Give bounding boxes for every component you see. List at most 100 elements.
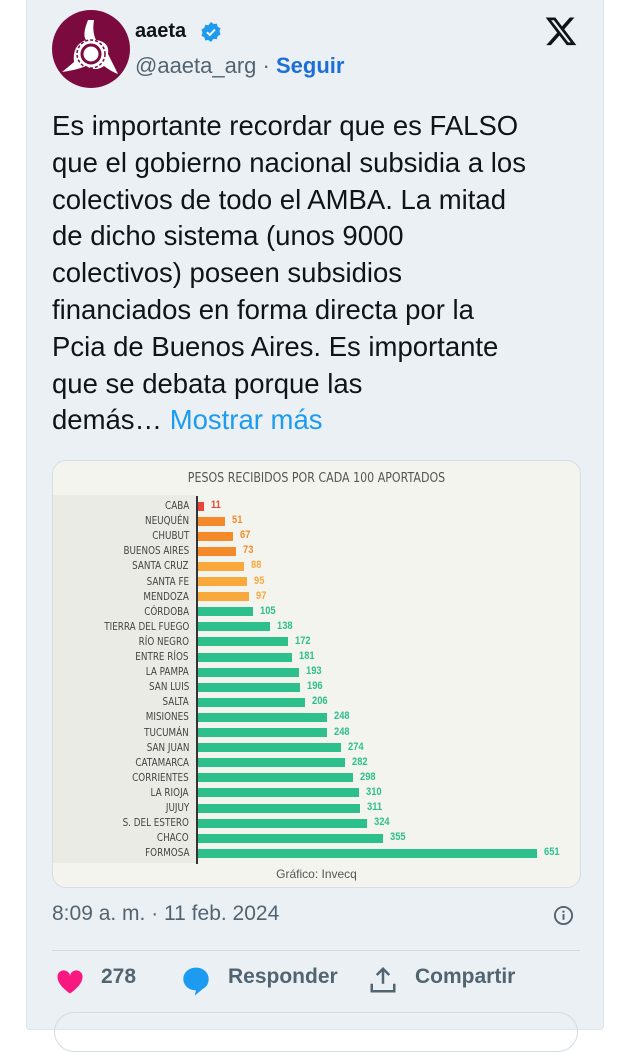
bar (198, 803, 360, 813)
bar-label: CORRIENTES (132, 770, 189, 784)
bar-value: 172 (294, 634, 311, 647)
bar-value: 310 (366, 785, 383, 798)
tweet-text: Es importante recordar que es FALSO que … (52, 108, 526, 439)
bar-value: 274 (347, 740, 364, 753)
bar (198, 697, 306, 707)
bar-label: NEUQUÉN (144, 514, 189, 528)
chart-title: PESOS RECIBIDOS POR CADA 100 APORTADOS (187, 471, 446, 486)
bar (198, 577, 248, 586)
tweet-line: colectivos de todo el AMBA. La mitad (52, 183, 506, 215)
bar-label: CHACO (157, 831, 189, 845)
tweet-last-line: demás… (52, 404, 170, 436)
bar (198, 561, 244, 571)
bar-label: MISIONES (145, 710, 189, 724)
bar (198, 833, 383, 843)
bar-value: 324 (373, 816, 390, 829)
share-button[interactable]: Compartir (415, 965, 516, 988)
tweet-line: Pcia de Buenos Aires. Es importante (52, 330, 499, 362)
bar-label: JUJUY (165, 801, 189, 814)
bar (198, 788, 360, 798)
bar-value: 73 (243, 544, 254, 557)
bar (198, 531, 233, 541)
bar-label: TUCUMÁN (144, 725, 189, 739)
avatar[interactable] (52, 10, 130, 88)
follow-button[interactable]: Seguir (275, 53, 345, 78)
bar-label: CATAMARCA (135, 755, 189, 769)
bar-value: 97 (255, 589, 266, 602)
bar-label: CÓRDOBA (144, 604, 189, 618)
bar-value: 298 (360, 770, 376, 783)
tweet-line: de dicho sistema (unos 9000 (52, 220, 404, 252)
bar-label: S. DEL ESTERO (122, 816, 189, 830)
bar (198, 758, 345, 768)
bar (198, 667, 299, 677)
like-count[interactable]: 278 (101, 965, 137, 988)
bar-label: RÍO NEGRO (138, 634, 189, 648)
bar-value: 181 (299, 650, 315, 662)
bar (198, 592, 249, 602)
bar-label: SAN JUAN (146, 740, 189, 754)
chart-image[interactable]: PESOS RECIBIDOS POR CADA 100 APORTADOS G… (52, 460, 581, 888)
show-more-link[interactable]: Mostrar más (169, 404, 323, 436)
bar-value: 105 (259, 604, 276, 617)
bar (198, 728, 328, 737)
tweet-line: Es importante recordar que es FALSO (52, 110, 519, 141)
bar-label: LA PAMPA (145, 665, 189, 679)
info-icon[interactable] (553, 905, 574, 926)
chart-axis (196, 496, 198, 864)
tweet-line: financiados en forma directa por la (52, 293, 474, 325)
bar-value: 311 (366, 801, 383, 813)
bar-value: 248 (334, 725, 350, 738)
bar-label: SALTA (162, 695, 189, 709)
timestamp[interactable]: 8:09 a. m. · 11 feb. 2024 (52, 902, 280, 925)
author-name[interactable]: aaeta (135, 20, 187, 42)
reply-bubble-icon[interactable] (180, 965, 212, 997)
aaeta-logo-icon (62, 20, 118, 74)
bar-label: SANTA CRUZ (132, 559, 189, 573)
bar-value: 196 (307, 680, 323, 693)
bar (198, 637, 288, 647)
tweet-line: que el gobierno nacional subsidia a los (52, 146, 526, 178)
bar (198, 501, 204, 511)
bar-label: TIERRA DEL FUEGO (103, 619, 189, 633)
bar (198, 607, 253, 617)
reply-button[interactable]: Responder (228, 965, 338, 988)
bar-label: LA RIOJA (150, 785, 189, 799)
bar-value: 138 (276, 619, 293, 632)
bar-value: 67 (239, 529, 251, 542)
bar-value: 651 (544, 846, 560, 859)
bar (198, 848, 537, 858)
tweet-line: colectivos) poseen subsidios (52, 257, 403, 289)
bar (198, 682, 301, 692)
share-icon[interactable] (368, 965, 398, 995)
bar-value: 355 (389, 831, 406, 844)
bar-value: 206 (312, 695, 328, 708)
bar-value: 95 (254, 574, 265, 587)
bar-label: SAN LUIS (148, 680, 189, 694)
bar (198, 546, 236, 556)
bar-label: FORMOSA (144, 846, 189, 860)
bar (198, 516, 225, 526)
bar (198, 712, 328, 722)
bar (198, 743, 341, 753)
bar (198, 773, 354, 783)
handle-text: @aaeta_arg (135, 53, 257, 78)
x-logo-icon[interactable] (543, 14, 579, 48)
bar-value: 282 (351, 755, 368, 768)
divider (52, 950, 580, 951)
author-handle: @aaeta_arg · Seguir (135, 53, 345, 78)
bar-value: 11 (210, 499, 221, 511)
bar-value: 248 (334, 710, 350, 723)
reply-input[interactable] (54, 1012, 578, 1052)
bar (198, 622, 270, 632)
chart-source: Gráfico: Invecq (276, 867, 357, 881)
label-column (53, 495, 196, 863)
bar-label: ENTRE RÍOS (135, 650, 189, 663)
bar-label: SANTA FE (146, 574, 189, 588)
bar-label: CABA (164, 499, 189, 512)
tweet-line: que se debata porque las (52, 367, 363, 399)
bar-label: BUENOS AIRES (123, 544, 189, 558)
verified-badge-icon (201, 22, 221, 42)
bar-label: MENDOZA (143, 589, 189, 603)
heart-icon[interactable] (55, 967, 85, 995)
